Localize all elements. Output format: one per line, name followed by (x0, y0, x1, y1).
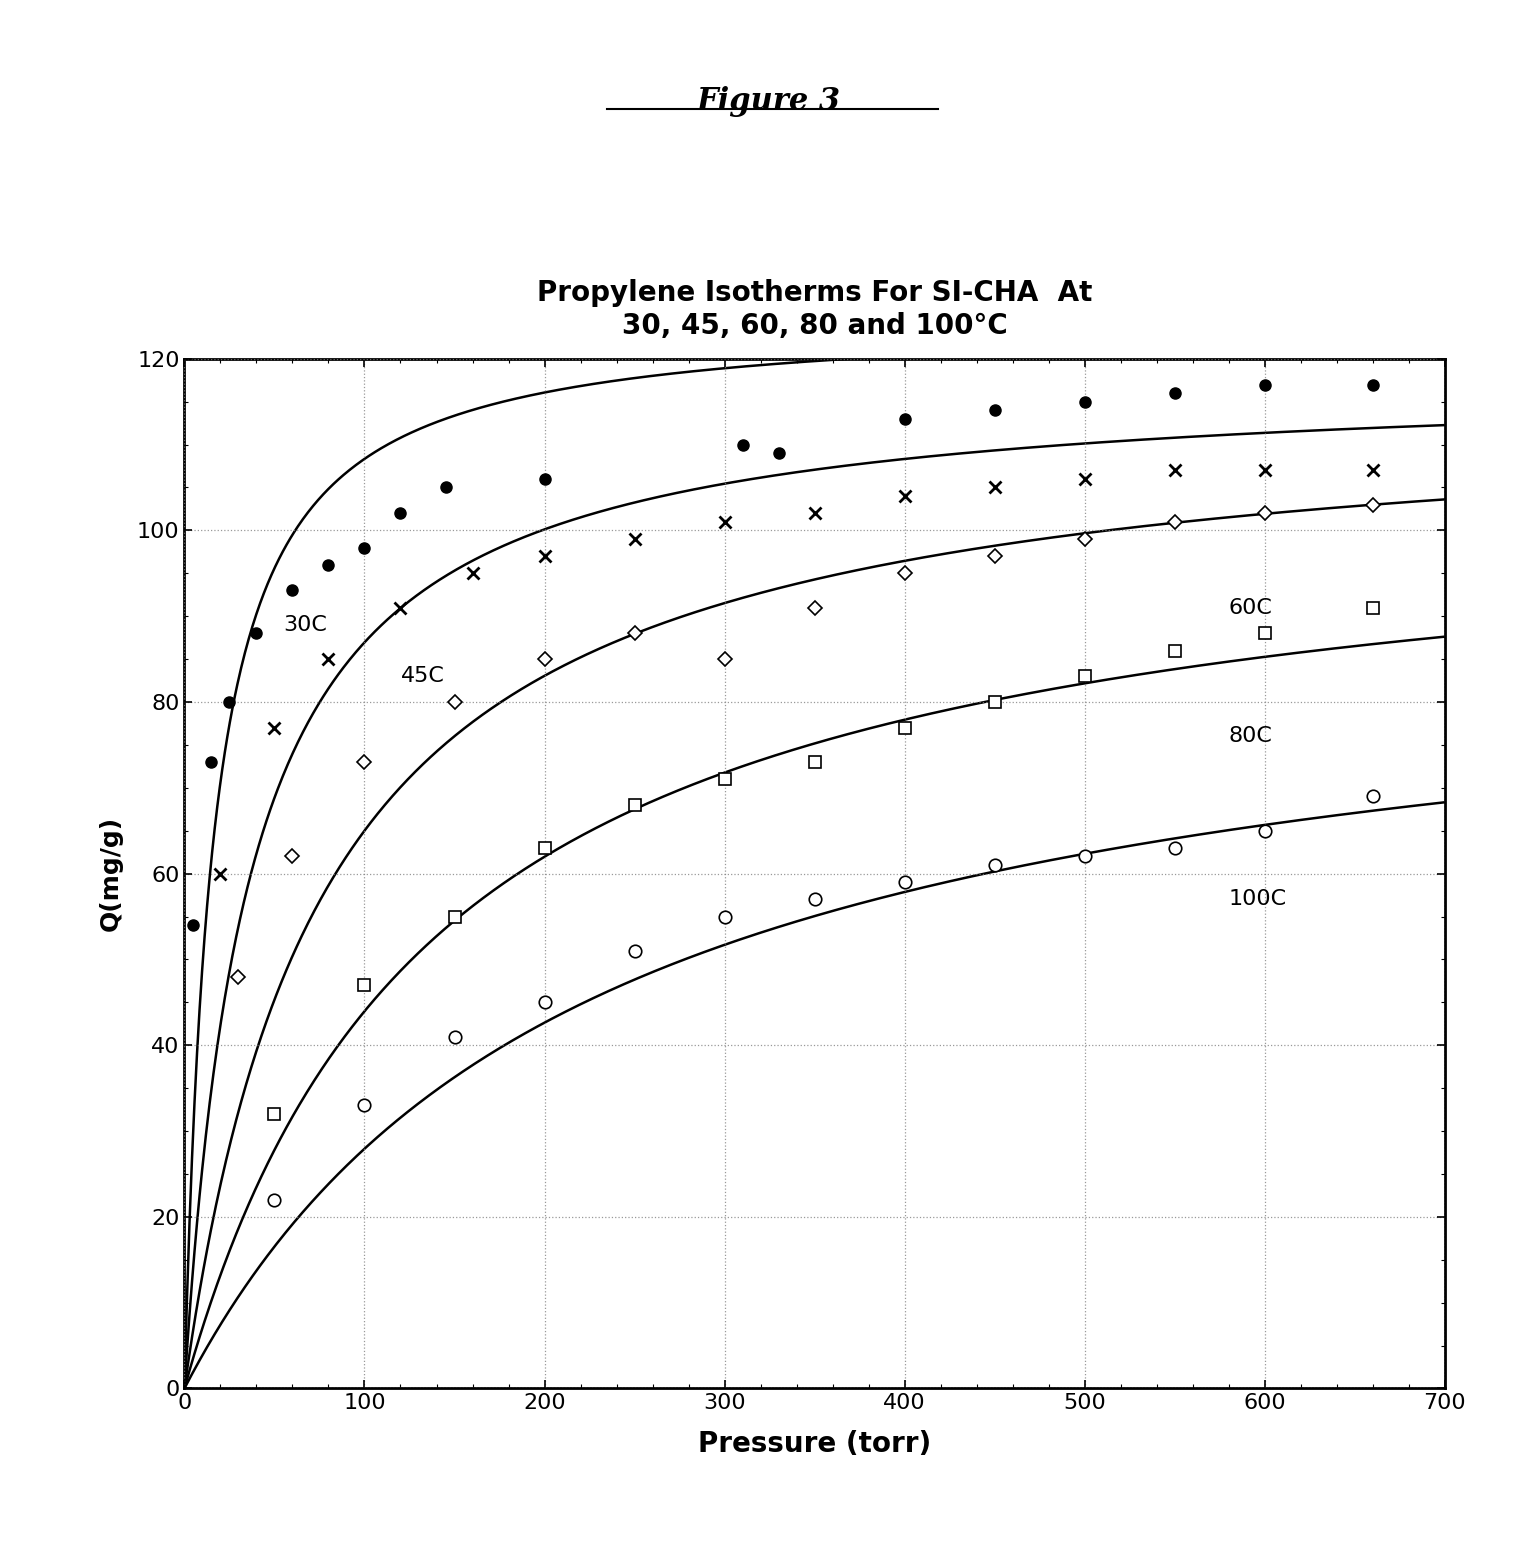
Text: 45C: 45C (401, 666, 444, 686)
Text: 60C: 60C (1228, 597, 1273, 618)
X-axis label: Pressure (torr): Pressure (torr) (698, 1431, 931, 1459)
Text: Figure 3: Figure 3 (696, 86, 841, 117)
Y-axis label: Q(mg/g): Q(mg/g) (98, 816, 123, 931)
Text: 100C: 100C (1228, 889, 1286, 909)
Title: Propylene Isotherms For SI-CHA  At
30, 45, 60, 80 and 100°C: Propylene Isotherms For SI-CHA At 30, 45… (536, 279, 1093, 340)
Text: 80C: 80C (1228, 727, 1273, 746)
Text: 30C: 30C (283, 615, 327, 635)
